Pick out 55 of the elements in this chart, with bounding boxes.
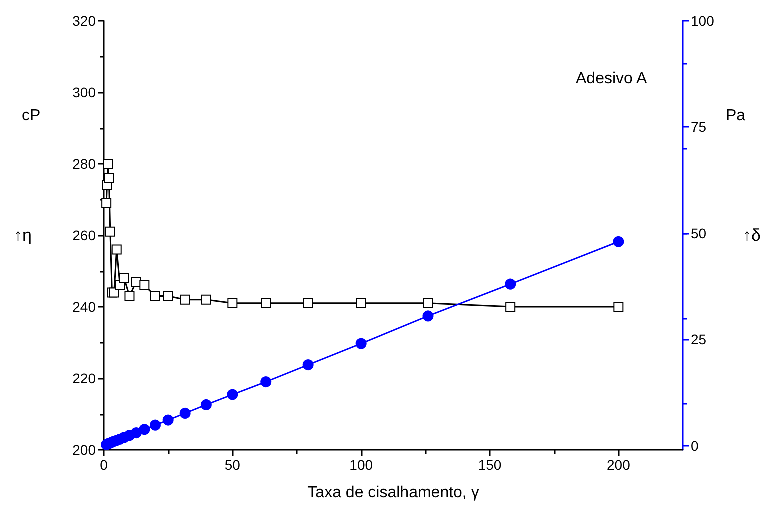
x-tick-label: 50 (224, 457, 241, 473)
y-axis-title: ↑η (14, 226, 32, 245)
point (162, 414, 174, 426)
y2-axis-title: ↑δ (743, 226, 761, 245)
point (105, 226, 116, 237)
point (260, 376, 272, 388)
x-tick-label: 0 (100, 457, 108, 473)
point (150, 291, 160, 302)
y2-tick-label: 0 (691, 438, 699, 454)
point (227, 389, 238, 400)
annotation: Adesivo A (576, 70, 648, 88)
y-tick-label: 200 (72, 442, 96, 458)
x-axis-title: Taxa de cisalhamento, γ (308, 484, 480, 502)
point (506, 302, 516, 312)
point (228, 298, 238, 308)
point (356, 298, 366, 308)
x-tick-label: 100 (350, 457, 374, 473)
point (139, 424, 150, 436)
point (261, 298, 272, 308)
point (302, 360, 314, 371)
point (102, 198, 112, 208)
point (163, 291, 174, 302)
y-tick-label: 240 (72, 299, 96, 315)
y2-tick-label: 25 (691, 332, 707, 348)
point (140, 280, 150, 291)
y-tick-label: 220 (72, 370, 96, 386)
point (103, 159, 114, 169)
point (422, 310, 434, 322)
point (180, 294, 190, 305)
point (112, 244, 122, 255)
point (104, 173, 114, 184)
point (200, 399, 212, 410)
y2-tick-label: 50 (691, 225, 707, 242)
y-tick-label: 300 (72, 84, 96, 100)
y-tick-label: 280 (72, 156, 96, 172)
x-tick-label: 150 (478, 457, 502, 473)
point (150, 420, 161, 431)
text: Pa (726, 108, 746, 124)
point (303, 298, 314, 308)
point (505, 278, 516, 290)
point (119, 273, 130, 284)
point (180, 408, 191, 419)
y-tick-label: 320 (72, 13, 96, 29)
point (423, 298, 434, 308)
point (613, 236, 624, 248)
text: cP (22, 108, 41, 124)
point (201, 294, 212, 305)
y2-tick-label: 100 (691, 13, 715, 29)
y2-tick-label: 75 (691, 119, 707, 136)
y-tick-label: 260 (72, 228, 96, 244)
x-tick-label: 200 (606, 457, 631, 473)
point (130, 428, 142, 439)
point (614, 302, 624, 312)
point (356, 338, 367, 350)
point (124, 291, 135, 302)
